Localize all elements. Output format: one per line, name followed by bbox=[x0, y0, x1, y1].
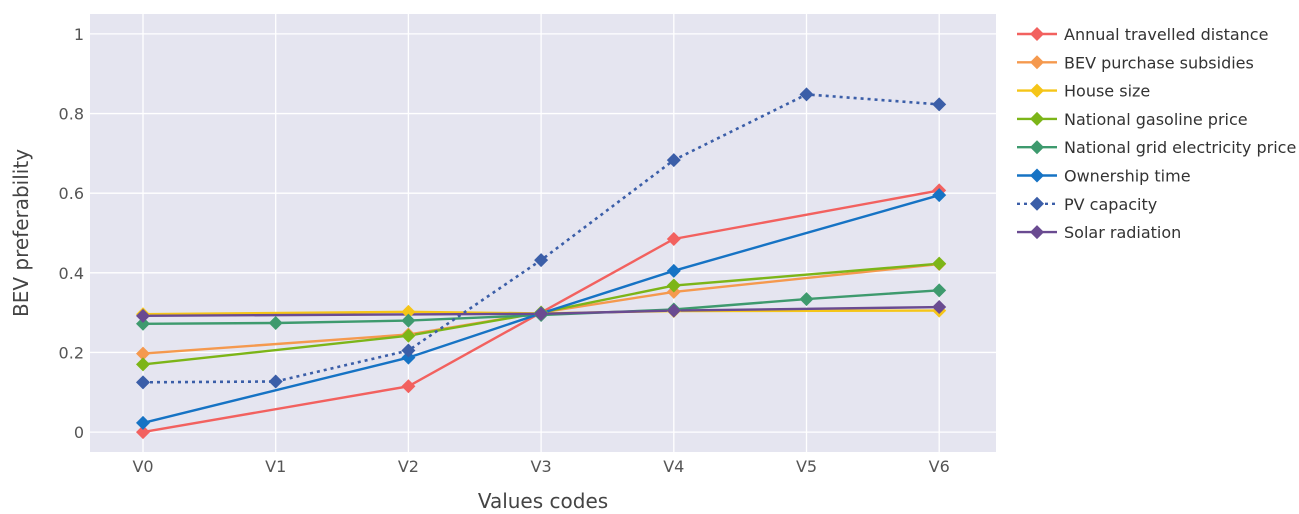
legend-label: Annual travelled distance bbox=[1064, 25, 1268, 44]
data-point bbox=[136, 425, 150, 440]
series-line bbox=[142, 305, 940, 317]
data-point bbox=[136, 375, 150, 390]
data-point bbox=[666, 303, 681, 318]
x-tick-label: V3 bbox=[531, 457, 552, 476]
x-tick-label: V6 bbox=[929, 457, 950, 476]
legend-marker bbox=[1030, 111, 1044, 126]
legend-marker bbox=[1030, 83, 1044, 98]
x-tick-label: V1 bbox=[265, 457, 286, 476]
legend-item[interactable]: National gasoline price bbox=[1017, 110, 1248, 129]
data-point bbox=[136, 415, 150, 430]
legend-marker bbox=[1030, 55, 1044, 70]
grid-lines bbox=[90, 14, 996, 452]
legend-label: National grid electricity price bbox=[1064, 138, 1296, 157]
data-point bbox=[932, 300, 947, 315]
data-point bbox=[136, 346, 150, 361]
legend-item[interactable]: Annual travelled distance bbox=[1017, 25, 1268, 44]
x-tick-label: V4 bbox=[663, 457, 684, 476]
data-point bbox=[534, 306, 549, 321]
legend-item[interactable]: BEV purchase subsidies bbox=[1017, 53, 1254, 72]
y-tick-label: 0.6 bbox=[59, 184, 84, 203]
data-point bbox=[932, 188, 947, 203]
legend-item[interactable]: Solar radiation bbox=[1017, 223, 1181, 242]
x-axis-title: Values codes bbox=[478, 489, 608, 513]
y-tick-label: 0.8 bbox=[59, 105, 84, 124]
legend-marker bbox=[1030, 27, 1044, 41]
series-markers bbox=[136, 87, 947, 440]
legend-marker bbox=[1030, 168, 1044, 183]
legend-label: PV capacity bbox=[1064, 195, 1157, 214]
x-tick-label: V5 bbox=[796, 457, 817, 476]
data-point bbox=[401, 343, 416, 358]
data-point bbox=[932, 283, 947, 298]
data-point bbox=[268, 374, 283, 389]
legend-item[interactable]: House size bbox=[1017, 82, 1150, 101]
legend-label: National gasoline price bbox=[1064, 110, 1248, 129]
y-tick-label: 0 bbox=[74, 423, 84, 442]
legend-label: Solar radiation bbox=[1064, 223, 1181, 242]
legend-marker bbox=[1030, 225, 1044, 240]
x-tick-label: V0 bbox=[132, 457, 153, 476]
data-point bbox=[401, 350, 416, 365]
data-point bbox=[666, 278, 681, 293]
data-point bbox=[268, 315, 283, 330]
x-tick-labels: V0 V1 V2 V3 V4 V5 V6 bbox=[132, 457, 949, 476]
data-point bbox=[666, 263, 681, 278]
y-axis-title: BEV preferability bbox=[9, 149, 33, 317]
data-point bbox=[401, 379, 416, 394]
legend-item[interactable]: National grid electricity price bbox=[1017, 138, 1296, 157]
legend-item[interactable]: PV capacity bbox=[1017, 195, 1157, 214]
legend-marker bbox=[1030, 196, 1044, 211]
data-point bbox=[666, 153, 681, 168]
data-point bbox=[401, 328, 416, 343]
data-point bbox=[932, 256, 947, 271]
data-point bbox=[666, 231, 681, 246]
legend-label: Ownership time bbox=[1064, 167, 1191, 186]
x-tick-label: V2 bbox=[398, 457, 419, 476]
legend-label: BEV purchase subsidies bbox=[1064, 53, 1254, 72]
data-point bbox=[799, 87, 814, 102]
data-point bbox=[534, 253, 549, 268]
data-point bbox=[401, 313, 416, 328]
data-point bbox=[136, 316, 150, 331]
y-tick-labels: 0 0.2 0.4 0.6 0.8 1 bbox=[59, 25, 84, 442]
y-tick-label: 0.4 bbox=[59, 264, 84, 283]
data-point bbox=[401, 304, 416, 319]
legend[interactable]: Annual travelled distance BEV purchase su… bbox=[1017, 25, 1296, 242]
legend-label: House size bbox=[1064, 82, 1150, 101]
data-point bbox=[799, 292, 814, 307]
legend-item[interactable]: Ownership time bbox=[1017, 167, 1191, 186]
y-tick-label: 1 bbox=[74, 25, 84, 44]
y-tick-label: 0.2 bbox=[59, 343, 84, 362]
data-point bbox=[932, 97, 947, 112]
data-point bbox=[136, 357, 150, 372]
plot-background bbox=[90, 14, 996, 452]
data-point bbox=[136, 308, 150, 323]
legend-marker bbox=[1030, 140, 1044, 155]
